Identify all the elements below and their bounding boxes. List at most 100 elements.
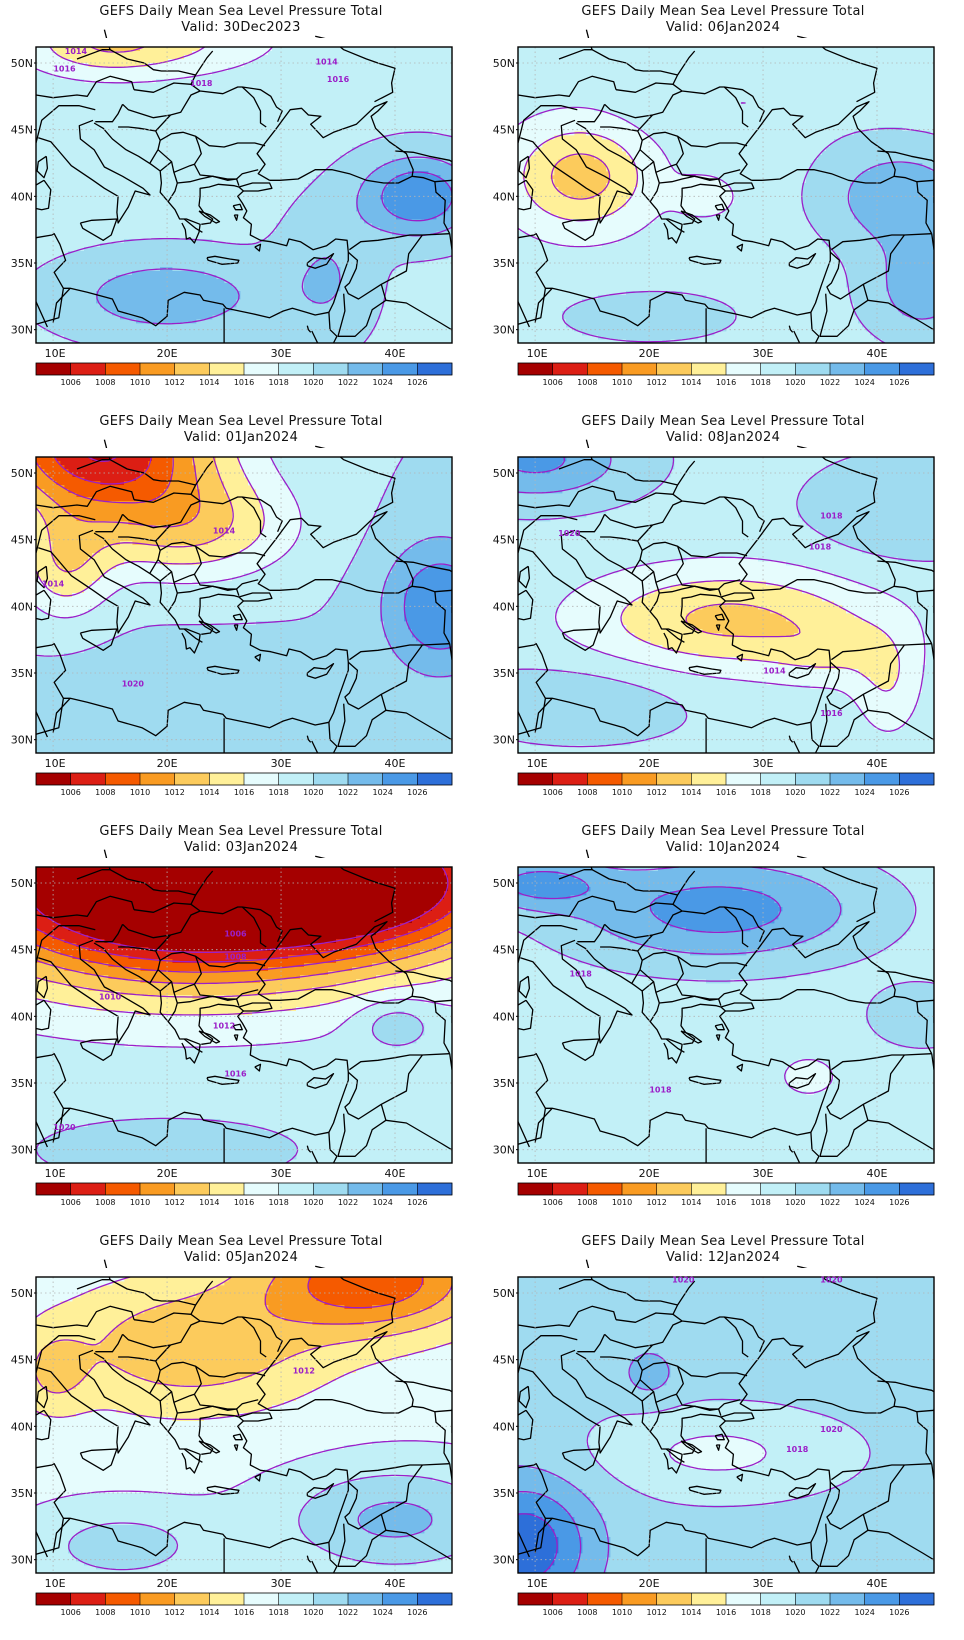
map-frame [35, 866, 453, 1164]
colorbar: 1006 1008 1010 1012 1014 1016 1018 1020 1022 1024… [517, 1182, 935, 1207]
lon-tick-label: 20E [157, 1577, 178, 1590]
colorbar-label: 1006 [60, 1608, 80, 1617]
colorbar-swatch [622, 773, 657, 785]
lon-tick-label: 10E [45, 757, 66, 770]
colorbar-swatch [726, 1183, 761, 1195]
colorbar-label: 1026 [407, 1608, 427, 1617]
isobar-labels: 1014 1014 1020 [42, 526, 236, 688]
colorbar-label: 1006 [542, 788, 562, 797]
colorbar-label: 1026 [407, 788, 427, 797]
lat-tick-label: 45N [11, 534, 33, 547]
colorbar-swatch [760, 363, 796, 375]
colorbar-swatch [174, 1593, 210, 1605]
colorbar-label: 1022 [820, 378, 840, 387]
lat-tick-label: 40N [11, 1420, 33, 1433]
colorbar-swatch [105, 1593, 141, 1605]
pressure-map: 1006 1008 1010 1012 1016 1020 50N 45N 40N 35N 30N 1… [0, 849, 482, 1207]
colorbar-swatch [760, 773, 796, 785]
map-panel-10jan2024: GEFS Daily Mean Sea Level Pressure Total… [482, 820, 964, 1230]
colorbar-label: 1012 [646, 1608, 666, 1617]
panel-valid-date: Valid: 05Jan2024 [183, 1250, 299, 1265]
map-frame [517, 1276, 935, 1574]
colorbar-swatch [382, 1593, 418, 1605]
colorbar-label: 1020 [303, 788, 323, 797]
colorbar-label: 1018 [268, 378, 288, 387]
isobar-label: 1020 [558, 529, 581, 538]
colorbar-swatch [348, 773, 383, 785]
pressure-map: 1014 1014 1020 50N 45N 40N 35N 30N 10E 20E 30E 40E 1… [0, 439, 482, 797]
lat-tick-label: 35N [11, 257, 33, 270]
colorbar-label: 1026 [407, 378, 427, 387]
isobar-label: 1016 [820, 709, 843, 718]
colorbar-label: 1024 [372, 1198, 392, 1207]
colorbar-swatch [382, 773, 418, 785]
colorbar-label: 1016 [234, 788, 254, 797]
lon-tick-label: 10E [527, 347, 548, 360]
isobar-label: 1020 [122, 680, 145, 689]
colorbar-swatch [622, 1183, 657, 1195]
lat-tick-label: 45N [11, 124, 33, 137]
colorbar-swatch [656, 363, 692, 375]
graticule [36, 47, 452, 343]
colorbar-swatch [899, 1593, 935, 1605]
lat-tick-label: 35N [493, 667, 515, 680]
colorbar-swatch [417, 363, 453, 375]
colorbar-swatch [417, 1183, 453, 1195]
colorbar-label: 1010 [130, 378, 150, 387]
lat-tick-label: 35N [493, 1077, 515, 1090]
colorbar-swatch [830, 363, 865, 375]
colorbar-label: 1022 [338, 788, 358, 797]
colorbar-swatch [899, 363, 935, 375]
colorbar-label: 1026 [407, 1198, 427, 1207]
map-panel-08jan2024: GEFS Daily Mean Sea Level Pressure Total… [482, 410, 964, 820]
colorbar-label: 1006 [60, 378, 80, 387]
colorbar-swatch [795, 1183, 831, 1195]
panel-title: GEFS Daily Mean Sea Level Pressure Total [99, 414, 383, 429]
colorbar-label: 1014 [199, 1198, 219, 1207]
isobar-label: 1012 [213, 1022, 235, 1031]
colorbar-swatch [105, 773, 141, 785]
colorbar-label: 1008 [577, 788, 597, 797]
colorbar-label: 1006 [542, 1198, 562, 1207]
isobar-labels: 1006 1008 1010 1012 1016 1020 [53, 930, 247, 1132]
lat-tick-label: 40N [11, 190, 33, 203]
lat-tick-label: 40N [493, 190, 515, 203]
lat-tick-label: 45N [11, 944, 33, 957]
colorbar-swatch [244, 1183, 279, 1195]
colorbar-label: 1026 [889, 378, 909, 387]
colorbar-label: 1012 [164, 788, 184, 797]
pressure-fill [518, 47, 935, 344]
pressure-fill [36, 1277, 453, 1574]
colorbar-swatch [348, 363, 383, 375]
lat-tick-label: 40N [493, 1010, 515, 1023]
isobar-label: 1018 [190, 79, 213, 88]
lat-tick-label: 35N [493, 257, 515, 270]
graticule [518, 457, 934, 753]
pressure-map: 1020 1020 1020 1018 50N 45N 40N 35N 30N 10E 20E 30E… [482, 1259, 964, 1617]
lat-tick-label: 50N [11, 877, 33, 890]
lon-tick-label: 10E [45, 1167, 66, 1180]
lat-tick-label: 45N [493, 1354, 515, 1367]
lon-tick-label: 40E [867, 1167, 888, 1180]
colorbar-label: 1016 [716, 1198, 736, 1207]
colorbar-swatch [622, 363, 657, 375]
pressure-fill [518, 457, 935, 754]
colorbar-swatch [174, 1183, 210, 1195]
isobar-label: 1006 [224, 930, 247, 939]
lat-tick-label: 30N [493, 1144, 515, 1157]
colorbar-swatch [518, 363, 553, 375]
isobar-label: 1016 [327, 75, 350, 84]
panel-valid-date: Valid: 10Jan2024 [665, 840, 781, 855]
colorbar-swatch [830, 773, 865, 785]
colorbar-label: 1022 [338, 378, 358, 387]
lat-tick-label: 30N [493, 734, 515, 747]
isobar-label: 1018 [809, 542, 832, 551]
colorbar-label: 1012 [164, 1198, 184, 1207]
graticule [518, 1277, 934, 1573]
lon-tick-label: 20E [639, 1577, 660, 1590]
colorbar-swatch [278, 773, 314, 785]
colorbar-swatch [140, 773, 175, 785]
colorbar-swatch [382, 1183, 418, 1195]
colorbar-swatch [244, 363, 279, 375]
map-panel-01jan2024: GEFS Daily Mean Sea Level Pressure Total… [0, 410, 482, 820]
